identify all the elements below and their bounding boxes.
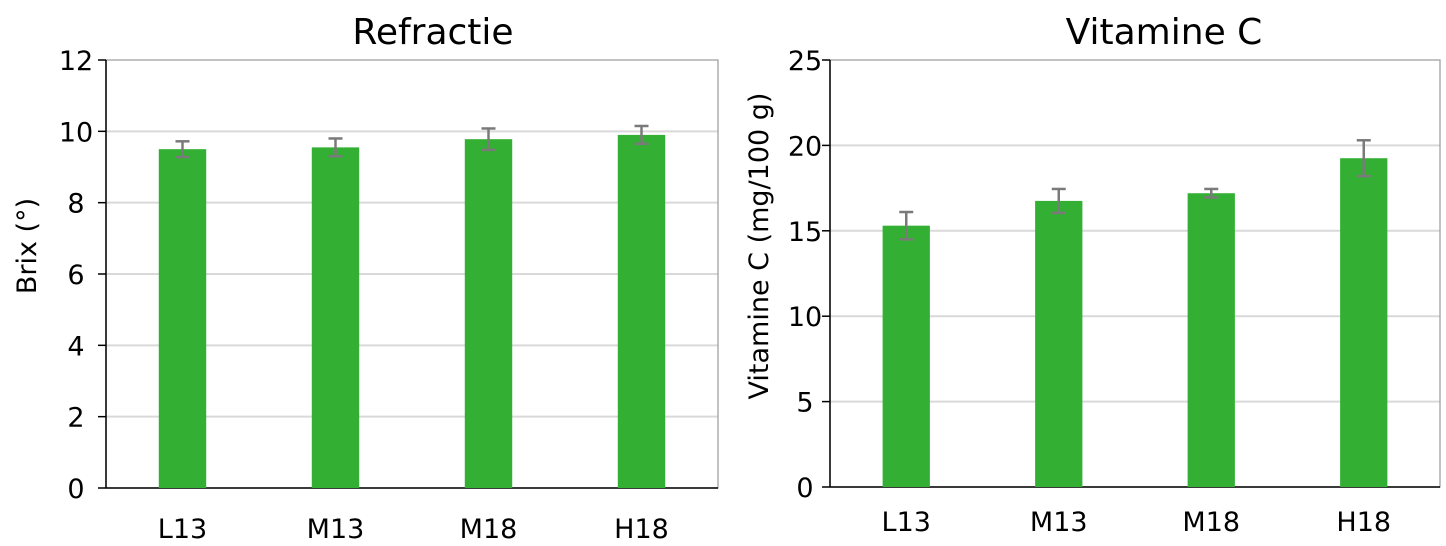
chart-title: Vitamine C [1066,12,1263,53]
y-tick-label: 10 [788,302,822,333]
x-tick-label-m13: M13 [1030,507,1088,538]
x-tick-label-l13: L13 [158,514,207,545]
y-tick-label: 20 [788,131,822,162]
x-tick-label-h18: H18 [614,514,669,545]
bar-m13 [1035,200,1083,487]
x-tick-label-m13: M13 [307,514,365,545]
x-tick-label-m18: M18 [1182,507,1240,538]
y-axis-label: Brix (°) [12,198,43,294]
y-tick-label: 5 [796,388,813,419]
bar-l13 [158,149,207,488]
vitamine-c-chart: 0 5 10 15 20 25 L13 M13 M18 H18 Vitamine C Vitamine… [744,12,1441,538]
bar-m13 [311,147,360,488]
y-tick-label: 6 [67,260,84,291]
chart-title: Refractie [352,12,513,53]
y-tick-label: 12 [59,46,93,77]
x-tick-label-h18: H18 [1336,507,1391,538]
y-tick-label: 0 [796,473,813,504]
bar-l13 [882,225,930,487]
y-tick-label: 0 [67,474,84,505]
x-tick-label-l13: L13 [882,507,931,538]
y-tick-label: 15 [788,217,822,248]
y-tick-label: 2 [67,403,84,434]
x-tick-label-m18: M18 [460,514,518,545]
y-tick-label: 25 [788,46,822,77]
bar-m18 [464,139,513,488]
bar-h18 [1340,158,1388,487]
y-tick-label: 4 [67,331,84,362]
y-tick-label: 10 [59,117,93,148]
bar-m18 [1187,193,1235,487]
y-tick-label: 8 [67,189,84,220]
y-axis-label: Vitamine C (mg/100 g) [744,93,775,400]
bar-h18 [617,134,666,488]
refractie-chart: 0 2 4 6 8 10 12 L13 M13 M18 H18 Refractie Brix (°) [12,12,719,545]
